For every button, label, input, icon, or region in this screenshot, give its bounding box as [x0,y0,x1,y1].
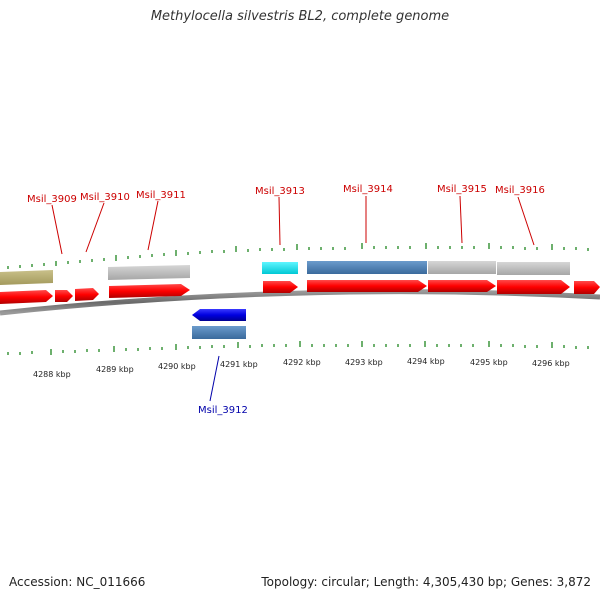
gene-arrow-3910a[interactable] [55,290,73,302]
reverse-strand-genes [192,309,246,339]
feature-block-steel-3914[interactable] [307,261,427,274]
leader-3909 [51,204,63,255]
feature-block-gray-3915[interactable] [428,261,496,274]
gene-arrow-3915[interactable] [428,280,496,292]
scale-label-4291: 4291 kbp [220,360,258,369]
scale-labels: 4288 kbp 4289 kbp 4290 kbp 4291 kbp 4292… [33,357,570,379]
gene-labels: Msil_3909 Msil_3910 Msil_3911 Msil_3913 … [27,184,545,416]
scale-label-4292: 4292 kbp [283,358,321,367]
gene-label-3915[interactable]: Msil_3915 [437,184,487,195]
feature-block-olive[interactable] [0,270,53,285]
leader-3915 [459,195,463,244]
gene-arrow-3912[interactable] [192,309,246,321]
label-leaders [51,195,535,402]
leader-3916 [517,196,535,246]
lower-tick-row [7,341,589,355]
leader-3911 [147,200,159,251]
genome-title: Methylocella silvestris BL2, complete ge… [150,9,450,24]
gene-arrow-3909[interactable] [0,290,53,304]
accession-text: Accession: NC_011666 [9,575,146,589]
gene-arrow-3911[interactable] [109,284,190,298]
gene-label-3909[interactable]: Msil_3909 [27,194,77,205]
feature-block-cyan-3913[interactable] [262,262,298,274]
feature-block-gray-3911[interactable] [108,265,190,280]
gene-label-3910[interactable]: Msil_3910 [80,192,130,203]
forward-strand-genes [0,280,600,304]
leader-3912 [209,355,220,402]
gene-arrow-3914[interactable] [307,280,427,292]
feature-block-steel-3912[interactable] [192,326,246,339]
scale-label-4289: 4289 kbp [96,365,134,374]
gene-arrow-3910b[interactable] [75,288,99,301]
leader-3910 [85,202,105,253]
scale-label-4296: 4296 kbp [532,359,570,368]
scale-label-4295: 4295 kbp [470,358,508,367]
gene-arrow-3916[interactable] [497,280,570,294]
scale-label-4290: 4290 kbp [158,362,196,371]
genome-summary-text: Topology: circular; Length: 4,305,430 bp… [261,575,591,589]
gene-arrow-3913[interactable] [263,281,298,293]
gene-label-3916[interactable]: Msil_3916 [495,185,545,196]
upper-tick-row [7,243,589,269]
scale-label-4293: 4293 kbp [345,358,383,367]
gene-arrow-3917-partial[interactable] [574,281,600,294]
scale-label-4294: 4294 kbp [407,357,445,366]
gene-label-3914[interactable]: Msil_3914 [343,184,393,195]
gene-label-3912[interactable]: Msil_3912 [198,405,248,416]
gene-label-3913[interactable]: Msil_3913 [255,186,305,197]
feature-block-gray-3916[interactable] [497,262,570,275]
scale-label-4288: 4288 kbp [33,370,71,379]
gene-label-3911[interactable]: Msil_3911 [136,190,186,201]
feature-track-upper [0,261,570,285]
leader-3913 [278,196,281,246]
